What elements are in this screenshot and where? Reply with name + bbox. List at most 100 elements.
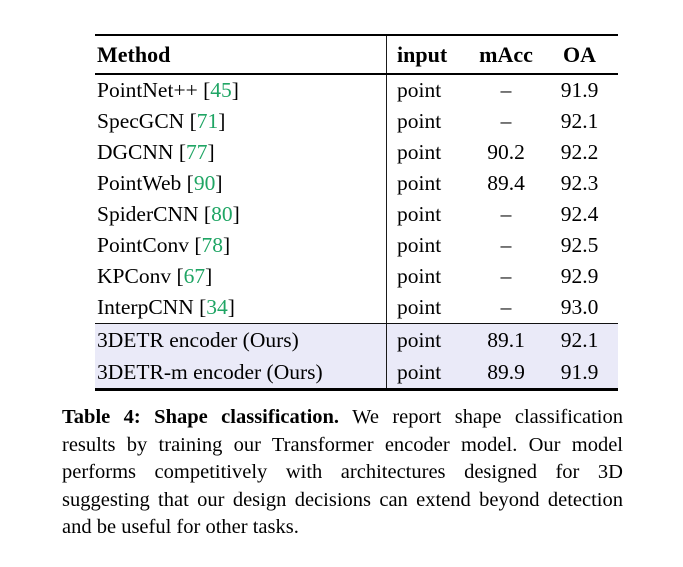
cited-methods-rows: PointNet++ [45] point – 91.9 SpecGCN [71… <box>95 75 618 323</box>
table-row: 3DETR-m encoder (Ours) point 89.9 91.9 <box>95 356 618 388</box>
method-name: PointNet++ <box>97 78 198 102</box>
oa-cell: 92.5 <box>560 233 599 257</box>
method-cell: KPConv [67] <box>95 261 386 292</box>
oa-cell: 92.2 <box>560 140 599 164</box>
method-cell: PointConv [78] <box>95 230 386 261</box>
oa-cell: 91.9 <box>560 78 599 102</box>
method-name: InterpCNN <box>97 295 194 319</box>
citation-number-link[interactable]: 90 <box>193 171 216 195</box>
input-cell: point <box>386 292 471 323</box>
method-cell: DGCNN [77] <box>95 137 386 168</box>
table-top-rule <box>95 34 618 36</box>
method-cell: 3DETR encoder (Ours) <box>95 324 386 356</box>
citation-bracket-open: [ <box>184 109 197 133</box>
input-cell: point <box>386 199 471 230</box>
macc-cell: 89.9 <box>487 360 525 384</box>
citation-number-link[interactable]: 34 <box>206 295 228 319</box>
input-cell: point <box>386 137 471 168</box>
oa-cell: 92.1 <box>560 109 599 133</box>
method-name: 3DETR-m encoder (Ours) <box>97 360 323 384</box>
shape-classification-table: Method input mAcc OA PointNet++ [45] poi… <box>95 34 618 391</box>
citation-ref: [77] <box>173 140 215 164</box>
caption-text: We report shape classification results b… <box>62 406 624 538</box>
citation-bracket-close: ] <box>205 264 213 288</box>
macc-cell: – <box>500 295 512 319</box>
method-name: 3DETR encoder (Ours) <box>97 328 299 352</box>
citation-number-link[interactable]: 80 <box>211 202 233 226</box>
ours-separator-rule <box>95 323 618 324</box>
table-row: 3DETR encoder (Ours) point 89.1 92.1 <box>95 324 618 356</box>
method-cell: PointNet++ [45] <box>95 75 386 106</box>
macc-cell: – <box>500 264 512 288</box>
citation-bracket-open: [ <box>197 78 211 102</box>
citation-bracket-open: [ <box>189 233 202 257</box>
method-name: SpiderCNN <box>97 202 199 226</box>
table-row: PointConv [78] point – 92.5 <box>95 230 618 261</box>
caption-label: Table 4: Shape classification. <box>62 406 340 428</box>
table-row: KPConv [67] point – 92.9 <box>95 261 618 292</box>
input-cell: point <box>386 324 471 356</box>
citation-ref: [80] <box>199 202 240 226</box>
method-cell: InterpCNN [34] <box>95 292 386 323</box>
column-header-macc: mAcc <box>479 42 533 67</box>
citation-bracket-open: [ <box>181 171 194 195</box>
table-bottom-rule <box>95 388 618 391</box>
table-caption: Table 4: Shape classification. We report… <box>62 404 623 542</box>
macc-cell: – <box>500 109 512 133</box>
table-row: PointWeb [90] point 89.4 92.3 <box>95 168 618 199</box>
oa-cell: 93.0 <box>560 295 599 319</box>
method-name: DGCNN <box>97 140 174 164</box>
citation-bracket-open: [ <box>173 140 186 164</box>
input-cell: point <box>386 356 471 388</box>
citation-bracket-close: ] <box>231 78 239 102</box>
header-separator-rule <box>95 73 618 75</box>
citation-ref: [45] <box>198 78 239 102</box>
macc-cell: – <box>500 202 512 226</box>
column-header-input: input <box>386 36 471 73</box>
citation-number-link[interactable]: 77 <box>186 140 208 164</box>
citation-ref: [78] <box>189 233 230 257</box>
input-cell: point <box>386 261 471 292</box>
method-cell: SpecGCN [71] <box>95 106 386 137</box>
citation-bracket-open: [ <box>193 295 207 319</box>
method-cell: SpiderCNN [80] <box>95 199 386 230</box>
input-cell: point <box>386 168 471 199</box>
citation-number-link[interactable]: 45 <box>210 78 232 102</box>
citation-bracket-close: ] <box>215 171 223 195</box>
citation-ref: [90] <box>181 171 223 195</box>
macc-cell: – <box>500 78 512 102</box>
citation-number-link[interactable]: 71 <box>196 109 219 133</box>
method-name: KPConv <box>97 264 172 288</box>
macc-cell: 89.1 <box>487 328 525 352</box>
method-name: PointWeb <box>97 171 182 195</box>
citation-number-link[interactable]: 67 <box>183 264 206 288</box>
input-cell: point <box>386 230 471 261</box>
macc-cell: 90.2 <box>487 140 525 164</box>
input-cell: point <box>386 75 471 106</box>
citation-ref: [67] <box>171 264 212 288</box>
ours-methods-rows: 3DETR encoder (Ours) point 89.1 92.1 3DE… <box>95 324 618 388</box>
table-row: SpiderCNN [80] point – 92.4 <box>95 199 618 230</box>
method-name: PointConv <box>97 233 189 257</box>
oa-cell: 91.9 <box>560 360 599 384</box>
citation-bracket-close: ] <box>232 202 240 226</box>
method-cell: 3DETR-m encoder (Ours) <box>95 356 386 388</box>
macc-cell: 89.4 <box>487 171 525 195</box>
method-name: SpecGCN <box>97 109 185 133</box>
oa-cell: 92.1 <box>560 328 599 352</box>
citation-bracket-close: ] <box>223 233 231 257</box>
oa-cell: 92.4 <box>560 202 599 226</box>
column-header-oa: OA <box>563 42 596 67</box>
table-row: InterpCNN [34] point – 93.0 <box>95 292 618 323</box>
oa-cell: 92.3 <box>560 171 599 195</box>
table-header-row: Method input mAcc OA <box>95 36 618 73</box>
input-cell: point <box>386 106 471 137</box>
table-row: DGCNN [77] point 90.2 92.2 <box>95 137 618 168</box>
citation-bracket-close: ] <box>227 295 235 319</box>
column-header-method: Method <box>97 42 171 67</box>
citation-number-link[interactable]: 78 <box>201 233 224 257</box>
citation-ref: [71] <box>184 109 226 133</box>
citation-bracket-open: [ <box>198 202 212 226</box>
table-row: PointNet++ [45] point – 91.9 <box>95 75 618 106</box>
table-row: SpecGCN [71] point – 92.1 <box>95 106 618 137</box>
